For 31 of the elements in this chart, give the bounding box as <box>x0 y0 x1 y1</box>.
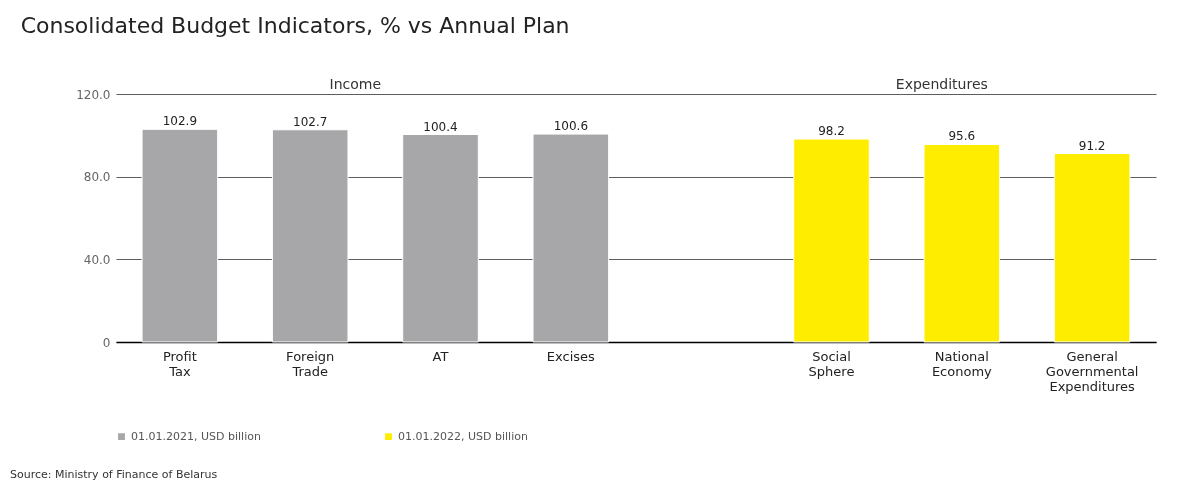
data-label: 102.7 <box>293 114 328 129</box>
bar <box>1053 153 1131 343</box>
data-label: 95.6 <box>948 129 976 144</box>
legend-label: 01.01.2021, USD billion <box>131 429 261 443</box>
y-tick-label: 120.0 <box>76 87 111 102</box>
x-tick-label: Foreign Trade <box>286 348 335 379</box>
y-tick-label: 80.0 <box>83 170 111 185</box>
data-label: 91.2 <box>1078 138 1106 153</box>
text: Expenditures <box>895 76 988 92</box>
text: Income <box>329 76 382 92</box>
bar <box>923 143 1001 343</box>
bar <box>793 138 870 343</box>
data-label: 100.6 <box>553 119 589 134</box>
bar <box>402 134 479 343</box>
x-tick-label: National Economy <box>931 348 993 379</box>
bar <box>271 129 349 343</box>
x-tick-label: Social Sphere <box>808 348 855 379</box>
legend-label: 01.01.2022, USD billion <box>398 429 528 443</box>
x-tick-label: AT <box>432 348 449 364</box>
y-tick-label: 0 <box>102 335 111 350</box>
bar <box>532 133 610 343</box>
x-tick-label: Excises <box>546 348 596 364</box>
chart-title: Consolidated Budget Indicators, % vs Annual Plan <box>20 13 570 38</box>
data-label: 100.4 <box>423 119 458 134</box>
x-tick-label: Profit Tax <box>162 348 197 379</box>
bar <box>141 128 219 343</box>
source-note: Source: Ministry of Finance of Belarus <box>10 468 218 481</box>
x-tick-label: General Governmental Expenditures <box>1045 348 1139 394</box>
y-tick-label: 40.0 <box>83 252 111 267</box>
data-label: 102.9 <box>162 114 198 129</box>
data-label: 98.2 <box>818 124 845 139</box>
